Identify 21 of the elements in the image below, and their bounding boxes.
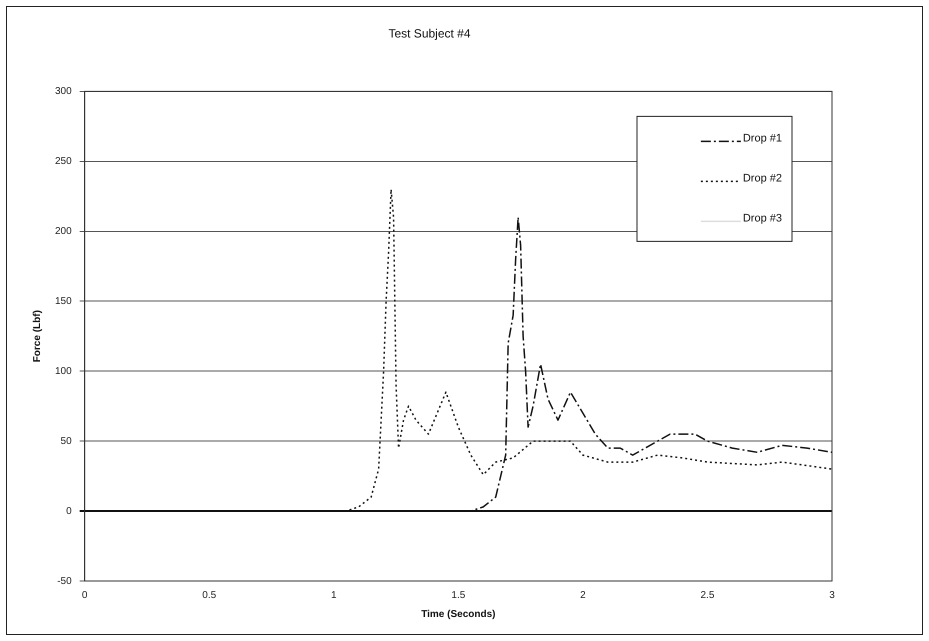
legend-label: Drop #2	[742, 172, 782, 184]
x-tick-label: 1.5	[451, 590, 466, 601]
y-tick-label: 200	[54, 226, 72, 238]
legend-label: Drop #1	[742, 132, 782, 144]
x-tick-label: 1	[331, 590, 338, 601]
y-tick-label: 250	[54, 156, 72, 168]
x-axis-title: Time (Seconds)	[421, 608, 496, 620]
y-tick-label: 300	[54, 86, 72, 98]
chart-title: Test Subject #4	[388, 26, 471, 41]
x-tick-label: 0.5	[202, 590, 217, 601]
x-tick-label: 2.5	[700, 590, 715, 601]
y-tick-label: 50	[60, 436, 72, 447]
x-tick-label: 2	[580, 590, 586, 601]
legend-label: Drop #3	[742, 212, 782, 224]
y-tick-label: 150	[54, 296, 72, 307]
y-axis-title: Force (Lbf)	[32, 310, 43, 362]
y-tick-label: -50	[57, 576, 72, 587]
x-tick-label: 3	[829, 590, 836, 601]
x-tick-label: 0	[82, 590, 88, 601]
y-tick-label: 0	[66, 506, 72, 517]
y-tick-label: 100	[54, 366, 72, 377]
